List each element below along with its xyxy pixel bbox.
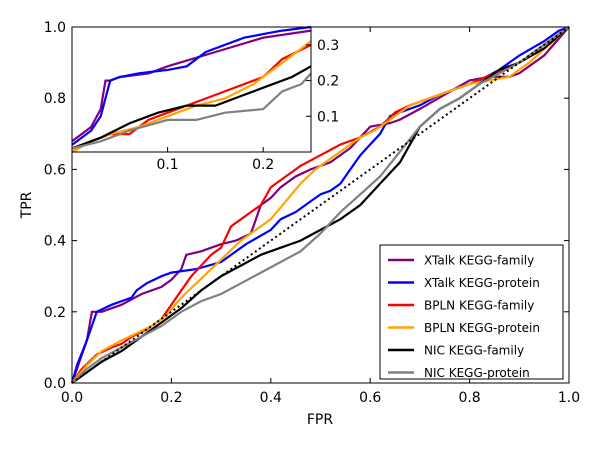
- legend-label-bpln-kegg-protein: BPLN KEGG-protein: [424, 321, 540, 335]
- series-line-nic-kegg-protein: [71, 26, 570, 384]
- y-tick-label: 0.4: [44, 234, 66, 250]
- legend-label-nic-kegg-family: NIC KEGG-family: [424, 344, 524, 358]
- inset-y-tick-label: 0.3: [317, 38, 339, 54]
- legend-label-nic-kegg-protein: NIC KEGG-protein: [424, 366, 530, 380]
- x-axis-label: FPR: [307, 412, 333, 428]
- legend: XTalk KEGG-family XTalk KEGG-protein BPLN …: [379, 244, 564, 380]
- x-tick-label: 0.6: [359, 390, 381, 406]
- main-plot-series: [70, 25, 570, 384]
- inset-ticks: 0.1 0.2 0.1 0.2 0.3: [156, 38, 339, 173]
- x-tick-label: 0.8: [458, 390, 480, 406]
- inset-plot: 0.1 0.2 0.1 0.2 0.3: [71, 25, 339, 173]
- series-line-bpln-kegg-protein: [71, 26, 570, 384]
- x-tick-label: 0.4: [260, 390, 282, 406]
- legend-frame: [379, 244, 564, 380]
- main-plot-frame: [71, 26, 570, 384]
- y-tick-label: 0.6: [44, 162, 66, 178]
- main-ticks: 0.0 0.2 0.4 0.6 0.8 1.0 0.0 0.2 0.4 0.6 0.8 1.0: [44, 20, 580, 406]
- inset-series-line-xtalk-kegg-protein: [71, 25, 312, 146]
- inset-series-line-nic-kegg-protein: [71, 72, 312, 150]
- inset-x-tick-label: 0.2: [252, 157, 274, 173]
- x-tick-label: 0.0: [61, 390, 83, 406]
- inset-plot-frame: [71, 26, 312, 153]
- diagonal-reference-line: [71, 26, 570, 384]
- legend-label-xtalk-kegg-protein: XTalk KEGG-protein: [424, 276, 540, 290]
- inset-y-tick-label: 0.2: [317, 74, 339, 90]
- x-tick-label: 1.0: [558, 390, 580, 406]
- y-axis-label: TPR: [19, 191, 35, 219]
- legend-label-bpln-kegg-family: BPLN KEGG-family: [424, 299, 534, 313]
- y-tick-label: 1.0: [44, 20, 66, 36]
- legend-label-xtalk-kegg-family: XTalk KEGG-family: [424, 254, 534, 268]
- inset-x-tick-label: 0.1: [156, 157, 178, 173]
- y-tick-label: 0.8: [44, 91, 66, 107]
- y-tick-label: 0.2: [44, 305, 66, 321]
- x-tick-label: 0.2: [160, 390, 182, 406]
- inset-series-line-nic-kegg-family: [71, 65, 312, 150]
- inset-y-tick-label: 0.1: [317, 109, 339, 125]
- y-tick-label: 0.0: [44, 376, 66, 392]
- inset-plot-series: [71, 25, 312, 153]
